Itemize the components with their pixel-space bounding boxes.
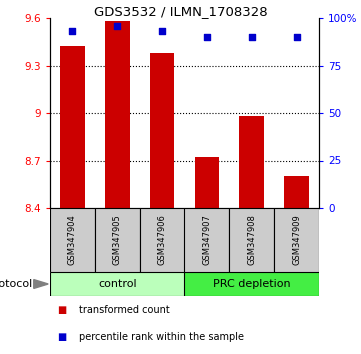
Text: GSM347907: GSM347907 bbox=[203, 215, 212, 266]
Bar bbox=[229, 208, 274, 272]
Point bbox=[294, 34, 300, 40]
Bar bbox=[50, 272, 184, 296]
Text: percentile rank within the sample: percentile rank within the sample bbox=[79, 332, 244, 342]
Text: control: control bbox=[98, 279, 136, 289]
Text: GSM347904: GSM347904 bbox=[68, 215, 77, 266]
Bar bbox=[140, 208, 184, 272]
Bar bbox=[105, 21, 130, 208]
Text: PRC depletion: PRC depletion bbox=[213, 279, 291, 289]
Point bbox=[249, 34, 255, 40]
Text: ■: ■ bbox=[57, 332, 66, 342]
Text: GSM347906: GSM347906 bbox=[158, 215, 166, 266]
Bar bbox=[95, 208, 140, 272]
Text: GDS3532 / ILMN_1708328: GDS3532 / ILMN_1708328 bbox=[94, 5, 267, 18]
Text: protocol: protocol bbox=[0, 279, 32, 289]
Bar bbox=[274, 208, 319, 272]
Text: GSM347905: GSM347905 bbox=[113, 215, 122, 266]
Point bbox=[70, 28, 75, 34]
Point bbox=[159, 28, 165, 34]
Bar bbox=[239, 116, 264, 208]
Polygon shape bbox=[34, 280, 48, 289]
Point bbox=[114, 23, 120, 28]
Text: transformed count: transformed count bbox=[79, 305, 170, 315]
Bar bbox=[284, 176, 309, 208]
Bar bbox=[184, 272, 319, 296]
Bar bbox=[60, 46, 85, 208]
Bar bbox=[50, 208, 95, 272]
Point bbox=[204, 34, 210, 40]
Bar bbox=[195, 157, 219, 208]
Bar bbox=[150, 53, 174, 208]
Bar bbox=[184, 208, 229, 272]
Text: GSM347908: GSM347908 bbox=[247, 215, 256, 266]
Text: ■: ■ bbox=[57, 305, 66, 315]
Text: GSM347909: GSM347909 bbox=[292, 215, 301, 266]
